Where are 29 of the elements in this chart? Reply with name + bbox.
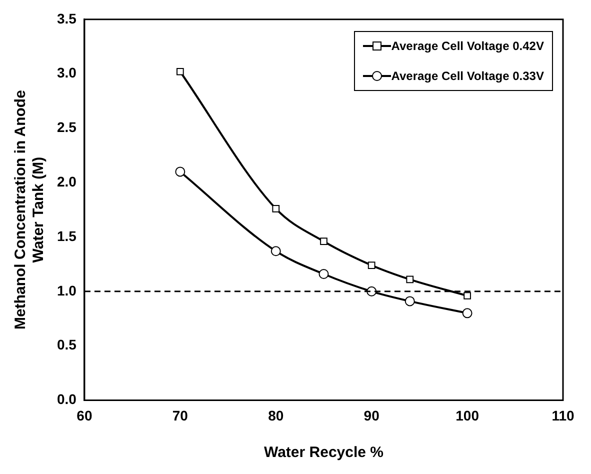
y-tick-label: 3.0: [56, 64, 77, 81]
y-tick-label: 2.5: [56, 119, 77, 136]
x-tick-label: 70: [172, 407, 188, 424]
y-tick-label: 2.0: [56, 173, 77, 190]
point: [320, 238, 328, 246]
y-tick-label: 3.5: [56, 10, 77, 26]
point: [176, 68, 184, 76]
point: [404, 296, 415, 306]
point: [406, 276, 414, 284]
point: [175, 166, 186, 177]
y-axis-title: Methanol Concentration in Anode Water Tank (M): [12, 90, 48, 330]
x-tick-label: 60: [76, 407, 92, 424]
x-tick-label: 110: [552, 407, 575, 424]
x-axis-title: Water Recycle %: [264, 444, 384, 462]
y-tick-label: 0.0: [56, 391, 77, 408]
point: [368, 262, 376, 269]
point: [318, 268, 329, 279]
legend-label: Average Cell Voltage 0.42V: [391, 39, 544, 54]
y-tick-label: 1.5: [56, 228, 77, 244]
point: [270, 246, 281, 256]
y-tick-label: 1.0: [56, 282, 77, 298]
x-tick-label: 100: [456, 407, 480, 424]
point: [462, 308, 472, 318]
x-tick-label: 80: [268, 407, 284, 424]
point: [464, 292, 471, 300]
y-tick-label: 0.5: [56, 336, 77, 353]
point: [272, 205, 280, 212]
legend-label: Average Cell Voltage 0.33V: [391, 69, 544, 84]
x-tick-label: 90: [364, 407, 380, 424]
